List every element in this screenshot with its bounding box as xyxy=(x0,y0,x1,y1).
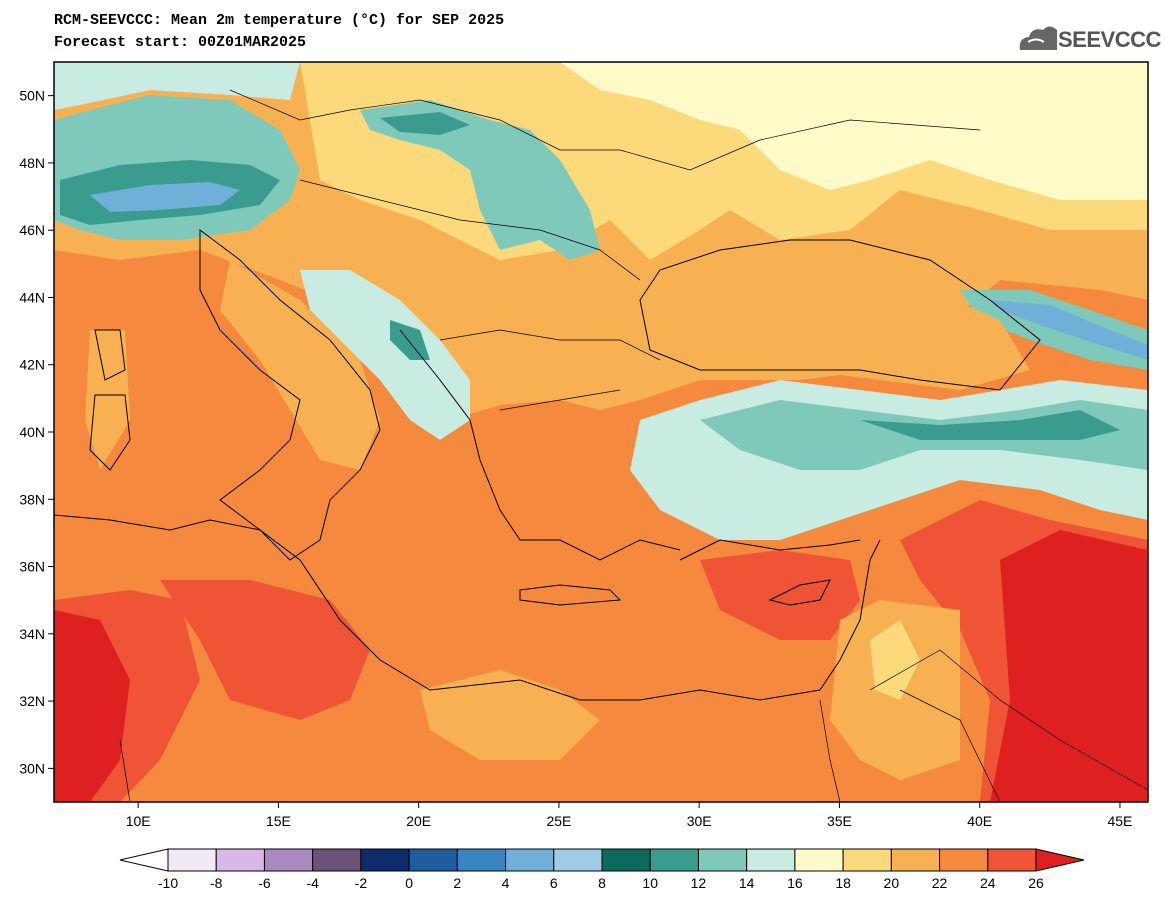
lon-tick-label: 20E xyxy=(406,813,431,829)
colorbar-swatch xyxy=(167,848,217,872)
lon-tick-label: 25E xyxy=(546,813,571,829)
colorbar-label: -4 xyxy=(306,875,319,891)
colorbar-swatch xyxy=(456,848,507,872)
colorbar-swatch xyxy=(987,848,1037,872)
colorbar-swatch xyxy=(697,848,748,872)
colorbar-label: 20 xyxy=(884,875,900,891)
colorbar-label: -8 xyxy=(210,875,223,891)
colorbar-label: 18 xyxy=(835,875,851,891)
colorbar-swatch xyxy=(649,848,699,872)
lat-tick-label: 32N xyxy=(19,693,45,709)
lat-tick-label: 44N xyxy=(19,289,45,305)
lat-tick-label: 34N xyxy=(19,626,45,642)
temperature-field xyxy=(54,62,1148,802)
colorbar-label: 10 xyxy=(642,875,658,891)
colorbar-swatch xyxy=(408,848,458,872)
lat-tick-label: 30N xyxy=(19,760,45,776)
colorbar-label: 0 xyxy=(405,875,413,891)
colorbar-label: 14 xyxy=(739,875,755,891)
latitude-axis: 30N 32N 34N 36N 38N 40N 42N 44N 46N 48N 50N xyxy=(19,88,54,776)
colorbar-swatch xyxy=(601,848,651,872)
colorbar-swatch xyxy=(360,848,410,872)
lat-tick-label: 50N xyxy=(19,88,45,104)
lon-tick-label: 40E xyxy=(967,813,992,829)
colorbar-swatch xyxy=(505,848,555,872)
colorbar-label: 22 xyxy=(932,875,948,891)
colorbar-label: 6 xyxy=(550,875,558,891)
lat-tick-label: 46N xyxy=(19,222,45,238)
colorbar-label: 16 xyxy=(787,875,803,891)
seevccc-logo: SEEVCCC xyxy=(1058,27,1161,52)
country-borders xyxy=(119,89,1148,802)
lon-tick-label: 30E xyxy=(687,813,712,829)
colorbar-swatch xyxy=(794,848,844,872)
lon-tick-label: 15E xyxy=(266,813,291,829)
colorbar-swatch xyxy=(746,848,796,872)
forecast-start-label: Forecast start: 00Z01MAR2025 xyxy=(54,34,307,51)
colorbar: -10 -8 -6 -4 -2 0 2 4 6 8 10 12 14 16 18 20 22 24 26 xyxy=(119,848,1085,891)
cloud-icon xyxy=(1019,26,1057,50)
colorbar-label: -2 xyxy=(355,875,368,891)
colorbar-label: 2 xyxy=(453,875,461,891)
colorbar-label: 24 xyxy=(980,875,996,891)
colorbar-label: 12 xyxy=(691,875,707,891)
colorbar-swatch xyxy=(890,848,941,872)
lat-tick-label: 42N xyxy=(19,357,45,373)
lon-tick-label: 10E xyxy=(126,813,151,829)
lon-tick-label: 35E xyxy=(827,813,852,829)
colorbar-label: 26 xyxy=(1028,875,1044,891)
lat-tick-label: 40N xyxy=(19,424,45,440)
colorbar-swatch xyxy=(553,848,603,872)
colorbar-label: 8 xyxy=(598,875,606,891)
colorbar-label: -10 xyxy=(158,875,178,891)
coastlines xyxy=(54,229,1041,701)
colorbar-swatch xyxy=(939,848,989,872)
colorbar-over-triangle xyxy=(1035,848,1085,872)
colorbar-swatch xyxy=(312,848,362,872)
longitude-axis: 10E 15E 20E 25E 30E 35E 40E 45E xyxy=(126,802,1132,829)
lat-tick-label: 38N xyxy=(19,491,45,507)
colorbar-label: -6 xyxy=(258,875,271,891)
lat-tick-label: 36N xyxy=(19,559,45,575)
lon-tick-label: 45E xyxy=(1107,813,1132,829)
map-title: RCM-SEEVCCC: Mean 2m temperature (°C) fo… xyxy=(54,12,505,29)
colorbar-swatch xyxy=(842,848,892,872)
colorbar-swatch xyxy=(263,848,314,872)
colorbar-label: 4 xyxy=(502,875,510,891)
lat-tick-label: 48N xyxy=(19,155,45,171)
colorbar-swatch xyxy=(215,848,265,872)
colorbar-under-triangle xyxy=(119,848,169,872)
